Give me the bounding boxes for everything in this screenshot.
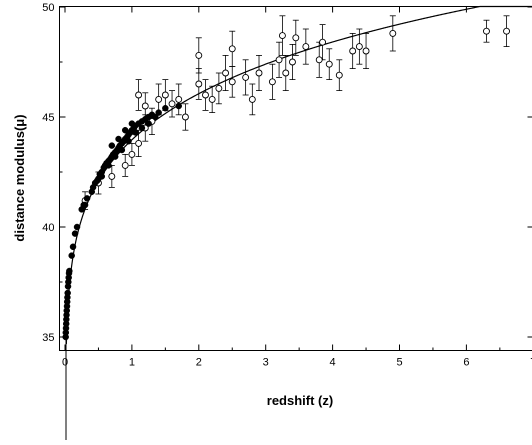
filled-data-point	[71, 230, 79, 237]
open-data-point	[242, 73, 250, 81]
filled-data-point	[66, 267, 73, 275]
filled-data-point	[175, 102, 182, 110]
filled-data-point	[81, 201, 89, 209]
open-data-point	[248, 95, 256, 103]
y-axis-title: distance modulus(μ)	[12, 114, 27, 241]
x-tick-label: 6	[463, 357, 469, 369]
x-tick-label: 4	[330, 357, 336, 369]
open-data-point	[175, 95, 183, 103]
open-data-point	[195, 51, 203, 59]
open-data-point	[362, 47, 370, 55]
open-data-point	[389, 29, 397, 37]
error-bars	[82, 15, 510, 210]
filled-data-point	[64, 289, 71, 297]
open-data-point	[315, 56, 323, 64]
open-data-point	[282, 69, 290, 77]
open-data-point	[228, 78, 236, 86]
filled-data-point	[138, 124, 146, 132]
open-data-point	[208, 95, 216, 103]
x-tick-label: 0	[62, 357, 68, 369]
open-data-point	[135, 139, 143, 147]
open-data-point	[202, 91, 209, 99]
filled-data-point	[105, 162, 112, 169]
open-data-point	[161, 91, 169, 99]
open-data-point	[135, 91, 143, 99]
open-data-point	[168, 100, 176, 108]
open-data-point	[302, 43, 310, 51]
open-data-point	[289, 58, 296, 66]
x-tick-label: 5	[396, 357, 402, 369]
filled-circle-points	[62, 102, 182, 341]
open-data-point	[335, 71, 343, 79]
x-tick-label: 3	[263, 357, 269, 369]
open-data-point	[222, 69, 230, 77]
filled-data-point	[115, 135, 122, 143]
filled-data-point	[73, 223, 81, 231]
open-data-point	[215, 84, 223, 92]
open-data-point	[275, 56, 283, 64]
x-tick-label: 1	[129, 357, 135, 369]
fit-curve	[65, 5, 532, 345]
open-data-point	[292, 34, 300, 42]
filled-data-point	[162, 104, 169, 112]
filled-data-point	[111, 153, 119, 160]
y-tick-label: 40	[42, 222, 54, 234]
y-tick-label: 50	[42, 2, 54, 14]
open-data-point	[319, 38, 327, 46]
open-data-point	[325, 60, 333, 68]
filled-data-point	[108, 142, 116, 149]
filled-data-point	[69, 243, 77, 251]
open-data-point	[108, 172, 116, 180]
filled-data-point	[83, 195, 91, 202]
y-tick-label: 45	[42, 112, 54, 124]
open-data-point	[155, 95, 163, 103]
filled-data-point	[131, 129, 139, 136]
open-data-point	[128, 150, 136, 158]
x-tick-label: 2	[196, 357, 202, 369]
open-data-point	[349, 47, 357, 55]
open-data-point	[278, 32, 286, 40]
filled-data-point	[68, 252, 75, 259]
x-axis-title: redshift (z)	[267, 393, 333, 408]
open-data-point	[121, 161, 129, 169]
y-tick-label: 35	[42, 332, 54, 344]
open-data-point	[181, 113, 189, 121]
open-circle-points	[81, 27, 510, 205]
open-data-point	[141, 102, 149, 110]
plot-frame	[59, 6, 532, 351]
open-data-point	[195, 80, 203, 88]
filled-data-point	[155, 109, 162, 116]
open-data-point	[255, 69, 263, 77]
filled-data-point	[125, 137, 132, 145]
filled-data-point	[145, 120, 152, 127]
axis-ticks: 0123456735404550	[42, 2, 532, 369]
x-tick-label: 7	[530, 357, 532, 369]
open-data-point	[355, 43, 363, 51]
filled-data-point	[152, 113, 159, 121]
filled-data-point	[128, 120, 136, 127]
open-data-point	[228, 45, 236, 53]
filled-data-point	[98, 173, 106, 180]
open-data-point	[503, 27, 510, 35]
open-data-point	[268, 78, 276, 86]
open-data-point	[483, 27, 490, 35]
filled-data-point	[118, 146, 126, 154]
filled-data-point	[121, 126, 129, 134]
